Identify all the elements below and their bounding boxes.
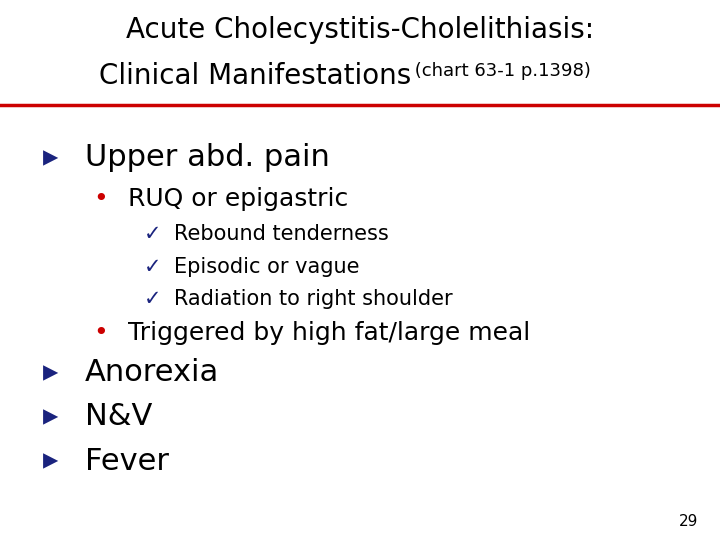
- Text: Fever: Fever: [85, 447, 169, 476]
- Text: ✓: ✓: [144, 224, 161, 244]
- Text: Episodic or vague: Episodic or vague: [174, 256, 360, 276]
- Text: 29: 29: [679, 514, 698, 529]
- Text: Radiation to right shoulder: Radiation to right shoulder: [174, 289, 453, 309]
- Text: •: •: [94, 321, 108, 345]
- Text: •: •: [94, 187, 108, 211]
- Text: ✓: ✓: [144, 256, 161, 276]
- Text: Upper abd. pain: Upper abd. pain: [85, 143, 330, 172]
- Text: RUQ or epigastric: RUQ or epigastric: [128, 187, 348, 211]
- Text: Acute Cholecystitis-Cholelithiasis:: Acute Cholecystitis-Cholelithiasis:: [126, 16, 594, 44]
- Text: N&V: N&V: [85, 402, 153, 431]
- Text: ▸: ▸: [43, 447, 58, 476]
- Text: Rebound tenderness: Rebound tenderness: [174, 224, 389, 244]
- Text: ▸: ▸: [43, 358, 58, 387]
- Text: (chart 63-1 p.1398): (chart 63-1 p.1398): [410, 62, 591, 80]
- Text: Triggered by high fat/large meal: Triggered by high fat/large meal: [128, 321, 531, 345]
- Text: Clinical Manifestations: Clinical Manifestations: [99, 62, 412, 90]
- Text: Anorexia: Anorexia: [85, 358, 219, 387]
- Text: ▸: ▸: [43, 143, 58, 172]
- Text: ▸: ▸: [43, 402, 58, 431]
- Text: ✓: ✓: [144, 289, 161, 309]
